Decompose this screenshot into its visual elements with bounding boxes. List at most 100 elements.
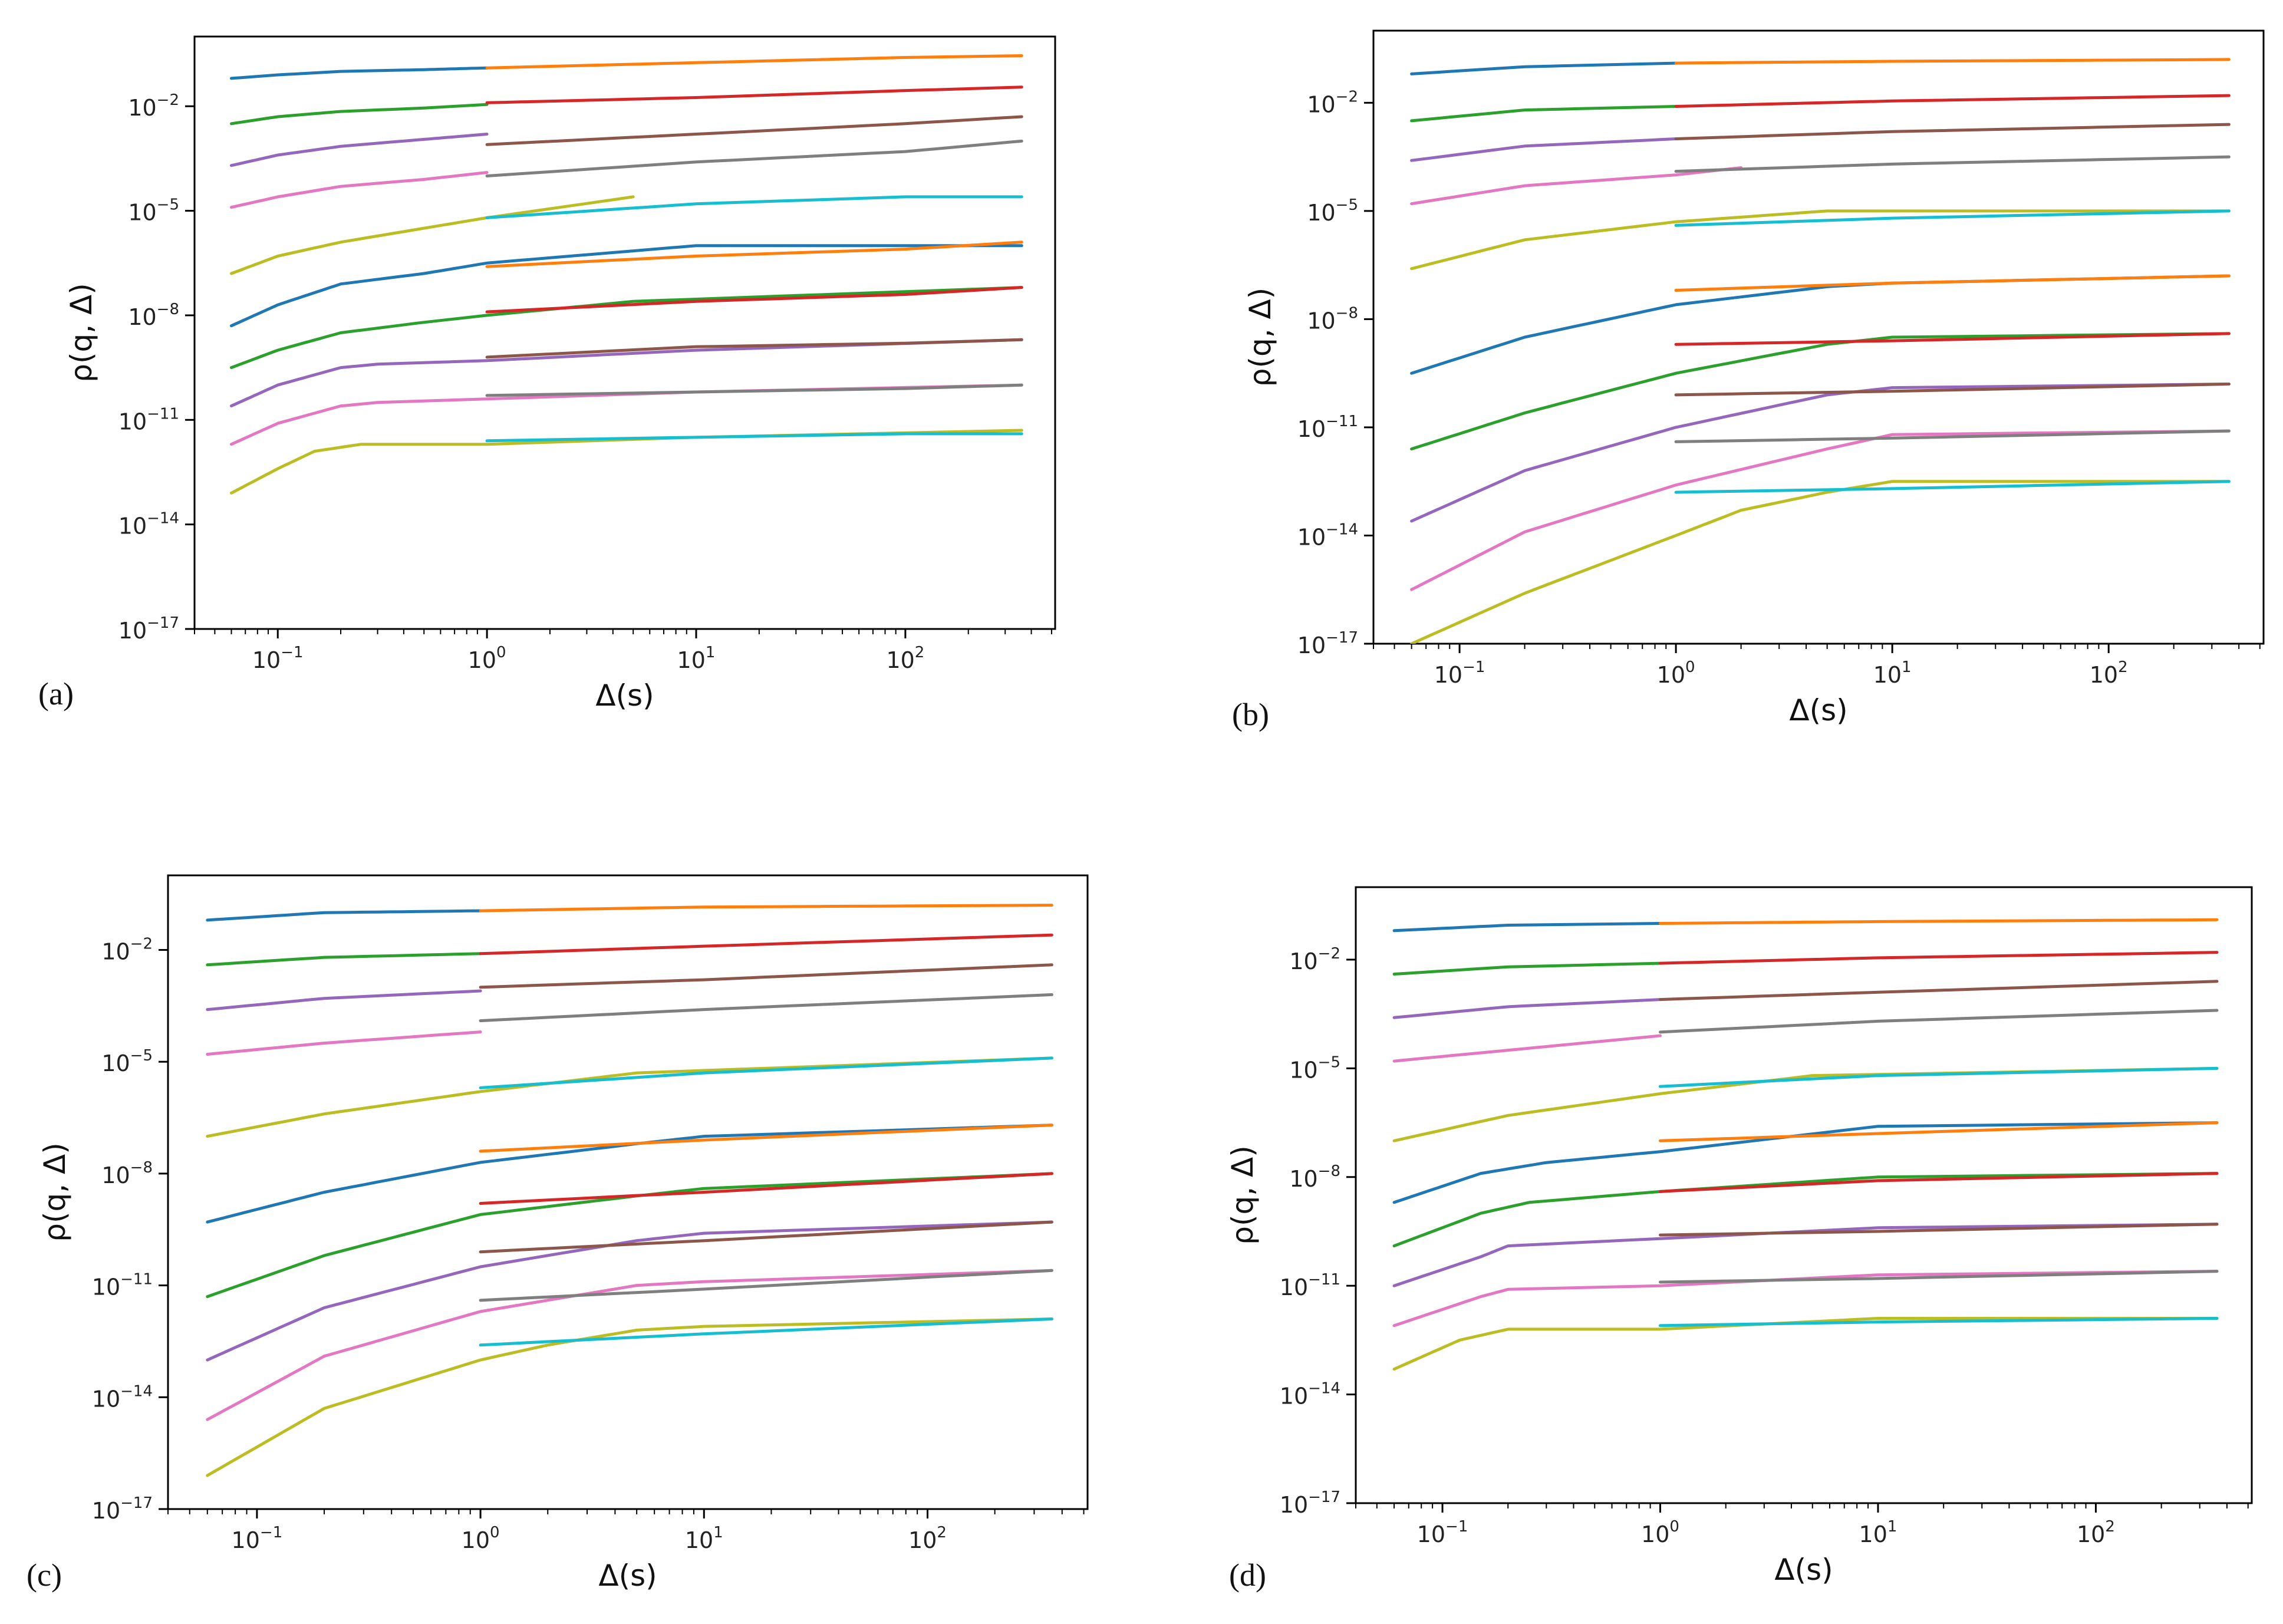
- series-line: [1392, 922, 1662, 933]
- x-tick-label: 100: [462, 1524, 500, 1553]
- series-line: [1392, 1317, 2219, 1371]
- x-tick-label: 10−1: [1434, 658, 1485, 688]
- series-line: [206, 1172, 1053, 1299]
- y-tick-label: 10−11: [1280, 1271, 1340, 1300]
- series-line: [1392, 1223, 2219, 1287]
- series-line: [206, 1317, 1053, 1477]
- series-line: [1674, 123, 2231, 140]
- series-line: [479, 1269, 1053, 1302]
- panel-label: (b): [1232, 697, 1269, 732]
- series-line: [1392, 1172, 2219, 1248]
- plot-frame: [167, 874, 1089, 1510]
- y-tick-label: 10−14: [1297, 521, 1358, 550]
- series-line: [206, 952, 482, 967]
- series-line: [1659, 1121, 2219, 1142]
- series-line: [1659, 1066, 2219, 1088]
- y-tick-label: 10−5: [101, 1047, 153, 1076]
- y-axis-label: ρ(q, Δ): [64, 283, 98, 382]
- y-tick-label: 10−8: [1307, 304, 1358, 334]
- series-line: [206, 909, 482, 922]
- series-line: [479, 1220, 1053, 1254]
- y-tick-label: 10−14: [92, 1382, 153, 1412]
- x-tick-label: 10−1: [1417, 1518, 1468, 1547]
- y-tick-label: 10−2: [101, 935, 153, 964]
- series-line: [479, 904, 1053, 913]
- series-line: [1674, 58, 2231, 65]
- x-tick-label: 101: [1873, 658, 1912, 688]
- series-line: [230, 133, 489, 167]
- panel-label: (d): [1229, 1557, 1266, 1593]
- series-line: [1659, 1223, 2219, 1237]
- series-line: [230, 195, 635, 275]
- series-line: [1392, 961, 1662, 976]
- x-axis-label: Δ(s): [595, 678, 654, 713]
- series-line: [485, 139, 1023, 177]
- series-line: [1659, 1270, 2219, 1284]
- series-line: [479, 933, 1053, 956]
- series-line: [1392, 998, 1662, 1019]
- chart-panel: 10−1 100 101 102 10−2 10−5 10−8 10−11 10−14 10−17…: [38, 35, 1056, 713]
- series-line: [485, 383, 1023, 397]
- series-line: [1410, 61, 1678, 75]
- y-tick-label: 10−5: [128, 196, 179, 226]
- panel-label: (a): [38, 676, 74, 711]
- series-line: [1674, 332, 2231, 346]
- y-axis-label: ρ(q, Δ): [1225, 1145, 1260, 1244]
- series-line: [479, 963, 1053, 989]
- chart-panel: 10−1 100 101 102 10−2 10−5 10−8 10−11 10−14 10−17…: [1225, 886, 2253, 1593]
- series-line: [479, 1056, 1053, 1089]
- series-line: [1392, 1121, 2219, 1204]
- y-tick-label: 10−8: [101, 1159, 153, 1188]
- y-tick-label: 10−11: [118, 405, 179, 434]
- series-line: [1674, 480, 2231, 494]
- y-tick-label: 10−14: [1280, 1380, 1340, 1409]
- series-line: [1674, 94, 2231, 108]
- x-tick-label: 102: [2077, 1518, 2115, 1547]
- series-line: [485, 241, 1023, 268]
- series-line: [206, 1056, 1053, 1138]
- series-line: [230, 66, 489, 80]
- series-line: [1659, 1009, 2219, 1034]
- series-line: [1659, 951, 2219, 965]
- series-line: [485, 432, 1023, 443]
- series-line: [1392, 1270, 2219, 1327]
- series-line: [1410, 480, 2231, 644]
- y-tick-label: 10−17: [1280, 1488, 1340, 1518]
- y-tick-label: 10−14: [118, 510, 179, 539]
- y-axis-label: ρ(q, Δ): [1243, 288, 1277, 387]
- y-tick-label: 10−8: [128, 301, 179, 330]
- series-line: [1659, 980, 2219, 1002]
- series-line: [1659, 1172, 2219, 1193]
- series-line: [230, 286, 1023, 370]
- x-tick-label: 101: [677, 644, 716, 673]
- x-tick-label: 10−1: [232, 1524, 283, 1553]
- series-line: [1392, 1034, 1662, 1063]
- x-axis-label: Δ(s): [1789, 693, 1847, 727]
- series-line: [1410, 383, 2231, 523]
- series-line: [485, 338, 1023, 359]
- x-tick-label: 10−1: [252, 644, 304, 673]
- series-line: [1674, 274, 2231, 292]
- y-tick-label: 10−2: [1307, 88, 1358, 117]
- series-line: [1410, 209, 2231, 271]
- series-line: [230, 338, 1023, 408]
- series-line: [206, 1269, 1053, 1421]
- plot-frame: [1355, 886, 2253, 1504]
- y-tick-label: 10−5: [1289, 1053, 1340, 1083]
- series-line: [1410, 137, 1678, 162]
- series-line: [230, 244, 1023, 328]
- series-line: [206, 1124, 1053, 1224]
- x-axis-label: Δ(s): [598, 1559, 657, 1593]
- x-tick-label: 102: [908, 1524, 947, 1553]
- series-line: [485, 54, 1023, 70]
- series-line: [485, 286, 1023, 314]
- plot-frame: [193, 35, 1056, 630]
- y-tick-label: 10−8: [1289, 1162, 1340, 1192]
- x-tick-label: 100: [1641, 1518, 1679, 1547]
- series-line: [479, 993, 1053, 1023]
- series-line: [1410, 166, 1743, 206]
- series-line: [1674, 383, 2231, 397]
- x-tick-label: 101: [685, 1524, 723, 1553]
- series-line: [485, 115, 1023, 146]
